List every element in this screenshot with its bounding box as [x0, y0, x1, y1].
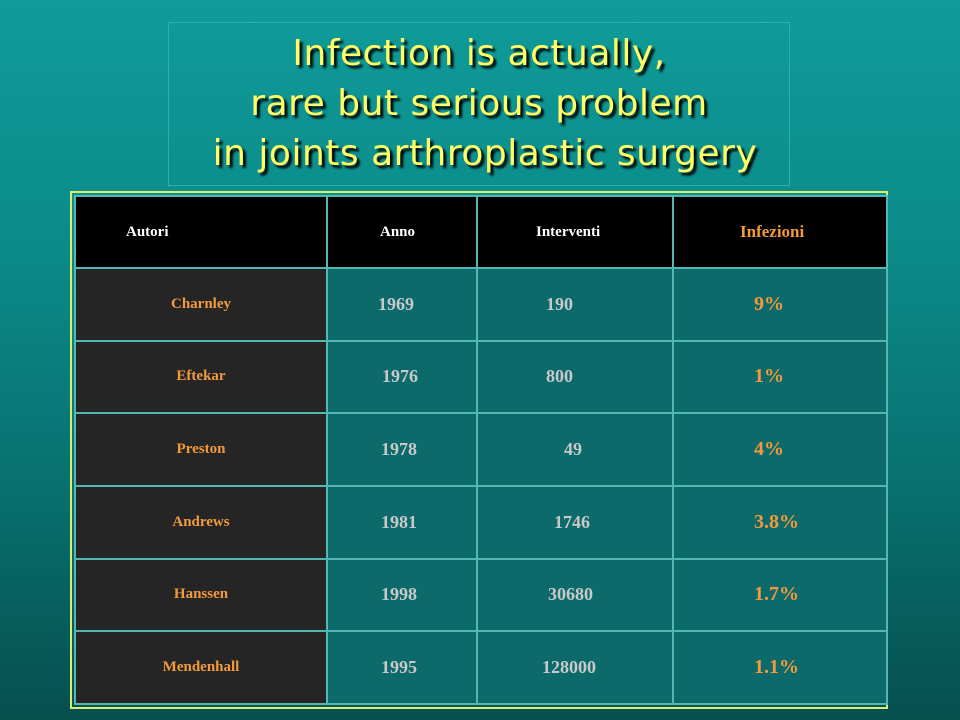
cell-interventi: 1746 [476, 484, 674, 560]
slide-title-box: Infection is actually, rare but serious … [168, 22, 790, 186]
cell-infezioni: 4% [672, 412, 888, 487]
cell-interventi: 128000 [476, 630, 674, 705]
cell-infezioni: 1.1% [672, 630, 888, 705]
table-row: Hanssen 1998 30680 1.7% [74, 557, 888, 633]
cell-interventi: 800 [476, 339, 674, 415]
slide-title-line-2: rare but serious problem [250, 83, 708, 124]
cell-autori: Andrews [74, 484, 328, 560]
cell-anno: 1995 [326, 630, 478, 705]
cell-autori: Preston [74, 412, 328, 487]
cell-autori: Hanssen [74, 557, 328, 633]
cell-anno: 1998 [326, 557, 478, 633]
header-anno: Anno [326, 195, 478, 269]
cell-anno: 1981 [326, 484, 478, 560]
header-infezioni: Infezioni [672, 195, 888, 269]
cell-anno: 1969 [326, 267, 478, 342]
cell-infezioni: 3.8% [672, 484, 888, 560]
cell-autori: Eftekar [74, 339, 328, 415]
cell-autori: Charnley [74, 267, 328, 342]
header-autori: Autori [74, 195, 328, 269]
slide-title-line-1: Infection is actually, [292, 33, 666, 74]
cell-infezioni: 1% [672, 339, 888, 415]
cell-infezioni: 9% [672, 267, 888, 342]
infection-table-frame: Autori Anno Interventi Infezioni Charnle… [70, 191, 888, 709]
cell-anno: 1976 [326, 339, 478, 415]
header-interventi: Interventi [476, 195, 674, 269]
cell-interventi: 49 [476, 412, 674, 487]
table-row: Charnley 1969 190 9% [74, 267, 888, 342]
table-header-row: Autori Anno Interventi Infezioni [74, 195, 888, 269]
infection-table: Autori Anno Interventi Infezioni Charnle… [74, 195, 888, 705]
table-row: Andrews 1981 1746 3.8% [74, 484, 888, 560]
cell-infezioni: 1.7% [672, 557, 888, 633]
table-row: Preston 1978 49 4% [74, 412, 888, 487]
table-row: Mendenhall 1995 128000 1.1% [74, 630, 888, 705]
cell-autori: Mendenhall [74, 630, 328, 705]
cell-interventi: 190 [476, 267, 674, 342]
slide-title-line-3: in joints arthroplastic surgery [200, 133, 758, 174]
cell-interventi: 30680 [476, 557, 674, 633]
table-row: Eftekar 1976 800 1% [74, 339, 888, 415]
cell-anno: 1978 [326, 412, 478, 487]
